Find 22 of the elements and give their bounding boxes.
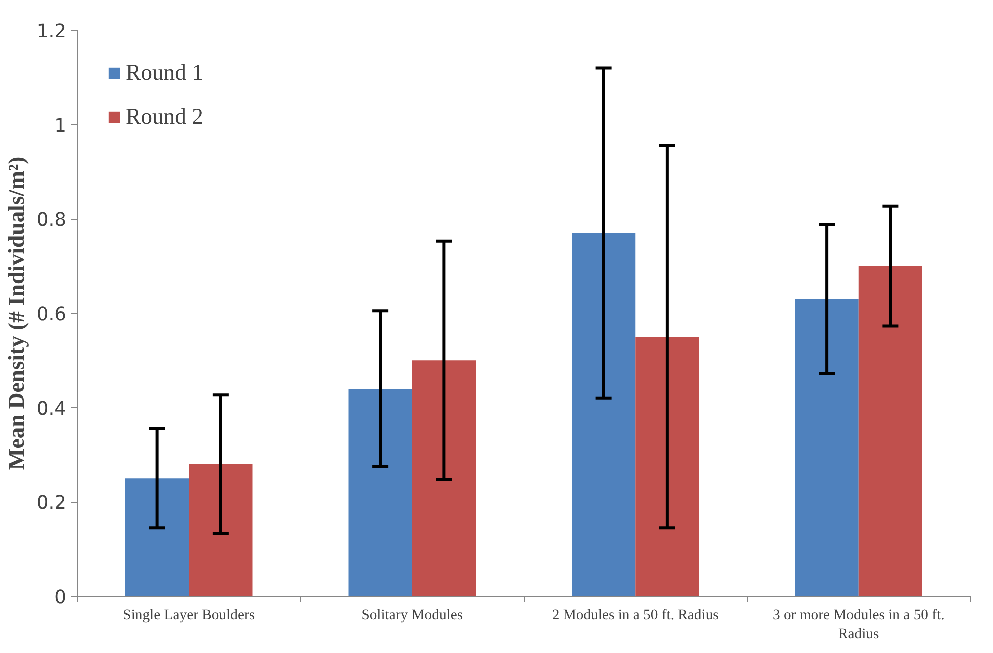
bar xyxy=(795,299,859,596)
x-tick-label: Single Layer Boulders xyxy=(123,608,256,624)
legend-label: Round 2 xyxy=(126,104,204,130)
y-tick-label: 0.6 xyxy=(36,304,66,326)
bar xyxy=(412,360,476,596)
x-tick-label: 2 Modules in a 50 ft. Radius xyxy=(552,608,720,624)
x-tick-label: 3 or more Modules in a 50 ft. Radius xyxy=(772,608,945,643)
y-tick-label: 0.8 xyxy=(36,210,66,232)
legend-label: Round 1 xyxy=(126,60,204,86)
y-tick-label: 0.4 xyxy=(36,398,66,420)
y-axis-title: Mean Density (# Individuals/m²) xyxy=(4,156,29,470)
y-tick-label: 0.2 xyxy=(36,493,66,514)
bar xyxy=(572,233,636,596)
bar xyxy=(348,388,412,596)
bar xyxy=(126,478,190,596)
bar xyxy=(858,266,922,596)
bar xyxy=(636,337,700,596)
x-tick-label: Solitary Modules xyxy=(362,608,464,624)
y-tick-label: 1 xyxy=(54,116,67,137)
y-tick-label: 1.2 xyxy=(36,22,66,42)
bar xyxy=(189,464,253,596)
y-tick-label: 0 xyxy=(54,588,67,608)
